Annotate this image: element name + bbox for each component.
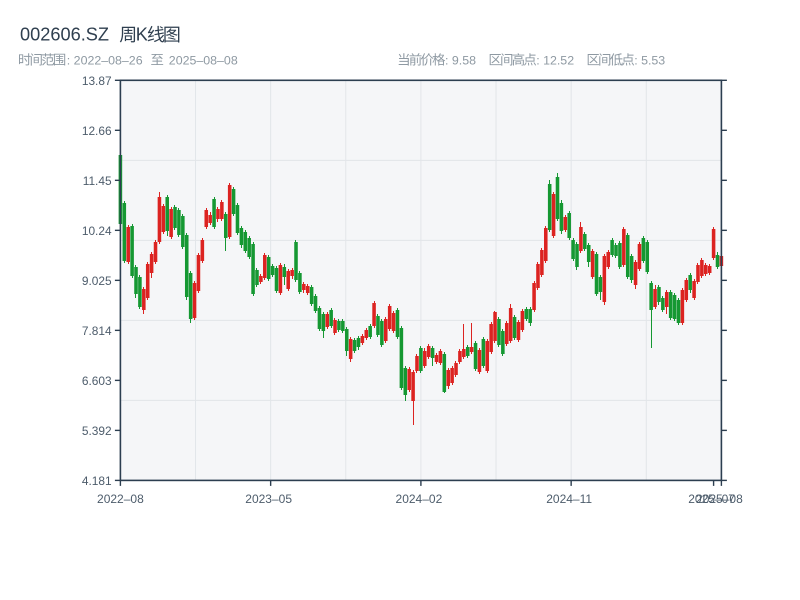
- svg-text:2024–11: 2024–11: [546, 492, 592, 506]
- svg-text:2023–05: 2023–05: [245, 492, 292, 506]
- svg-text:: 5.53: : 5.53: [634, 53, 665, 67]
- svg-text:2025–08–08: 2025–08–08: [169, 53, 238, 67]
- svg-text:4.181: 4.181: [82, 474, 112, 488]
- svg-text:2025–07: 2025–07: [688, 492, 735, 506]
- svg-text:: 2022–08–26: : 2022–08–26: [67, 53, 143, 67]
- svg-text:7.814: 7.814: [82, 324, 112, 338]
- svg-text:K: K: [136, 25, 148, 45]
- svg-text:13.87: 13.87: [82, 74, 112, 88]
- svg-text:11.45: 11.45: [83, 174, 112, 188]
- svg-text:9.025: 9.025: [82, 274, 112, 288]
- svg-text:2022–08: 2022–08: [97, 492, 144, 506]
- svg-text:2024–02: 2024–02: [396, 492, 443, 506]
- svg-text:002606.SZ: 002606.SZ: [20, 25, 109, 45]
- svg-text:12.66: 12.66: [82, 124, 112, 138]
- svg-text:10.24: 10.24: [82, 224, 112, 238]
- svg-text:: 9.58: : 9.58: [445, 53, 476, 67]
- svg-text:2025–08: 2025–08: [696, 492, 743, 506]
- svg-text:6.603: 6.603: [82, 374, 112, 388]
- svg-text:: 12.52: : 12.52: [536, 53, 574, 67]
- svg-text:5.392: 5.392: [82, 424, 112, 438]
